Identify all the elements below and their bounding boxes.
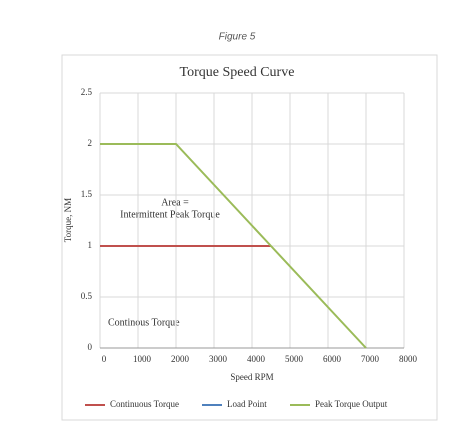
annotation: Area =: [161, 197, 189, 208]
x-tick-label: 6000: [323, 354, 342, 364]
annotation: Intermittent Peak Torque: [120, 209, 220, 220]
x-tick-label: 1000: [133, 354, 152, 364]
x-tick-label: 4000: [247, 354, 266, 364]
legend-label: Load Point: [227, 399, 267, 409]
series-line: [100, 143, 367, 349]
x-tick-label: 2000: [171, 354, 190, 364]
annotation: Continous Torque: [108, 317, 180, 328]
x-tick-label: 5000: [285, 354, 304, 364]
y-tick-label: 0: [88, 342, 93, 352]
y-tick-label: 2: [88, 138, 93, 148]
legend-label: Continuous Torque: [110, 399, 179, 409]
y-tick-label: 1: [88, 240, 93, 250]
y-tick-label: 0.5: [81, 291, 93, 301]
chart-title: Torque Speed Curve: [180, 65, 295, 80]
figure-caption: Figure 5: [219, 32, 256, 43]
legend-label: Peak Torque Output: [315, 399, 388, 409]
x-tick-label: 8000: [399, 354, 418, 364]
chart-frame: [61, 54, 438, 421]
x-tick-label: 0: [102, 354, 107, 364]
x-axis-label: Speed RPM: [230, 372, 273, 382]
x-tick-label: 7000: [361, 354, 380, 364]
y-tick-label: 2.5: [81, 87, 93, 97]
x-tick-label: 3000: [209, 354, 228, 364]
y-axis-label: Torque, NM: [63, 198, 73, 242]
y-tick-label: 1.5: [81, 189, 93, 199]
